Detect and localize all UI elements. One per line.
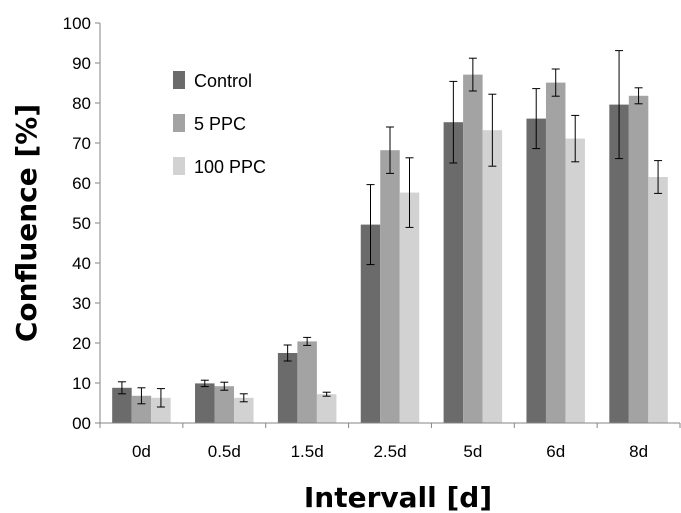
error-bar	[571, 114, 580, 163]
error-bar	[322, 391, 331, 397]
bars	[112, 74, 668, 424]
error-bar	[137, 387, 146, 405]
error-bar	[366, 184, 375, 266]
bar	[277, 353, 298, 423]
error-bar	[386, 126, 394, 174]
error-bar	[239, 393, 248, 403]
y-tick-label: 80	[72, 94, 91, 113]
error-bar	[449, 80, 458, 164]
bar	[214, 386, 235, 423]
bar	[565, 138, 585, 423]
y-tick-label: 50	[72, 214, 91, 233]
bar	[360, 224, 381, 423]
bar	[195, 383, 215, 423]
legend: Control 5 PPC 100 PPC	[173, 71, 266, 177]
error-bar	[488, 93, 497, 167]
bar	[112, 387, 132, 423]
bar	[316, 394, 337, 423]
y-tick-label: 100	[63, 14, 91, 33]
x-tick-label: 1.5d	[291, 442, 324, 461]
bar	[131, 395, 152, 423]
bar	[399, 192, 420, 423]
y-axis-ticks: 00 10 20 30 40 50 60 70 80 90 100	[63, 14, 100, 433]
x-tick-label: 2.5d	[373, 442, 406, 461]
y-tick-label: 10	[72, 374, 91, 393]
bar	[234, 397, 254, 423]
x-tick-label: 8d	[629, 442, 648, 461]
bar	[443, 122, 464, 423]
error-bar	[532, 88, 541, 150]
y-tick-label: 60	[72, 174, 91, 193]
bar	[380, 150, 400, 423]
y-tick-label: 00	[72, 414, 91, 433]
legend-swatch	[173, 114, 185, 132]
bar	[463, 74, 483, 423]
bar	[151, 397, 171, 423]
bar	[628, 95, 649, 424]
y-tick-label: 70	[72, 134, 91, 153]
bar	[482, 130, 503, 423]
y-tick-label: 90	[72, 54, 91, 73]
error-bar	[156, 388, 165, 408]
x-axis-title: Intervall [d]	[304, 481, 492, 513]
error-bar	[200, 379, 209, 388]
error-bar	[654, 160, 663, 194]
legend-label: 100 PPC	[194, 157, 266, 177]
y-tick-label: 30	[72, 294, 91, 313]
x-tick-label: 6d	[546, 442, 565, 461]
error-bars	[117, 50, 663, 408]
error-bar	[551, 68, 560, 97]
error-bar	[220, 381, 229, 391]
bar	[648, 177, 668, 423]
y-tick-label: 20	[72, 334, 91, 353]
error-bar	[405, 157, 414, 228]
legend-swatch	[173, 71, 185, 89]
legend-label: 5 PPC	[194, 114, 246, 134]
bar	[526, 118, 546, 423]
error-bar	[468, 57, 477, 92]
legend-label: Control	[194, 71, 252, 91]
x-tick-label: 5d	[463, 442, 482, 461]
x-tick-label: 0d	[132, 442, 151, 461]
error-bar	[615, 50, 624, 160]
error-bar	[283, 344, 292, 362]
x-tick-label: 0.5d	[208, 442, 241, 461]
y-tick-label: 40	[72, 254, 91, 273]
x-axis-ticks: 0d 0.5d 1.5d 2.5d 5d 6d 8d	[99, 423, 681, 461]
bar	[297, 341, 317, 423]
y-axis-title: Confluence [%]	[10, 104, 43, 342]
error-bar	[634, 87, 643, 105]
error-bar	[117, 381, 126, 395]
error-bar	[303, 336, 312, 346]
legend-swatch	[173, 157, 185, 175]
bar	[545, 82, 566, 423]
bar	[609, 104, 629, 423]
